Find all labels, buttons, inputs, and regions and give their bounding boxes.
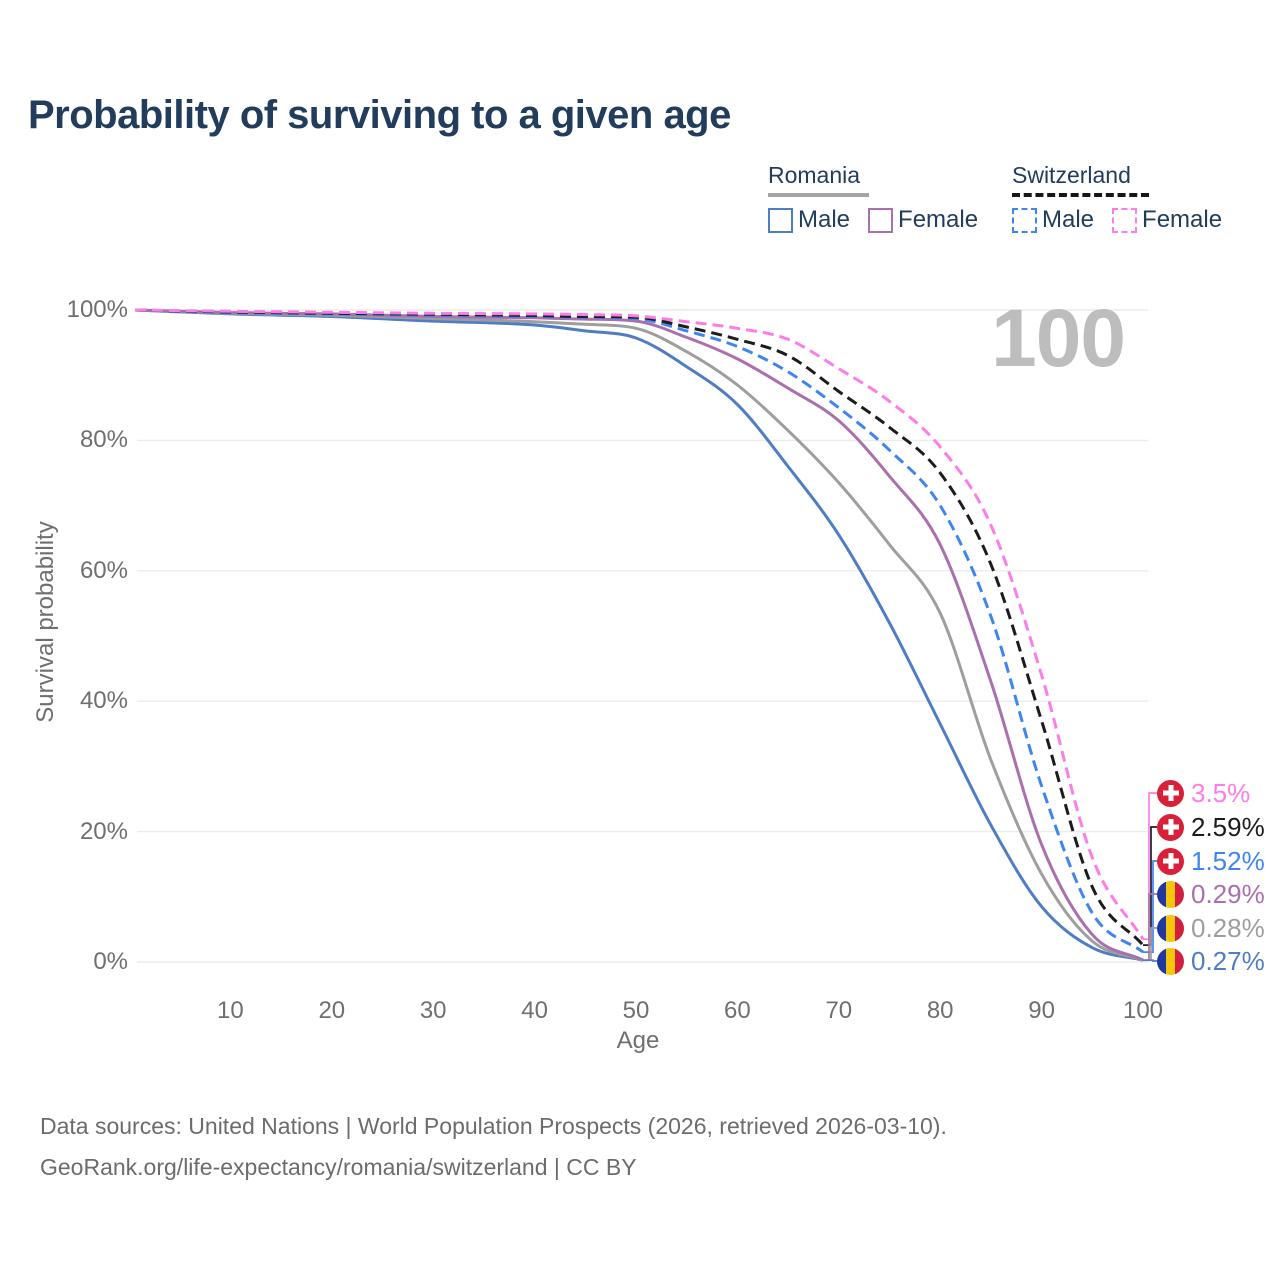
x-tick-label: 100	[1122, 997, 1164, 1024]
romania-flag-icon	[1157, 914, 1184, 942]
romania-female-swatch-icon	[868, 207, 894, 233]
attribution-line: GeoRank.org/life-expectancy/romania/swit…	[40, 1154, 637, 1180]
series-curve-romania-male	[134, 308, 1144, 962]
legend-label-switzerland-male: Male	[1042, 206, 1095, 233]
switzerland-total-line-key	[1012, 193, 1149, 197]
switzerland-male-swatch-icon	[1012, 207, 1037, 233]
x-tick-label: 10	[217, 997, 244, 1024]
legend-group-romania: Romania Male Female	[768, 162, 996, 234]
page-title: Probability of surviving to a given age	[28, 93, 731, 137]
legend-item-romania-female[interactable]: Female	[868, 206, 978, 234]
switzerland-flag-icon	[1157, 847, 1184, 875]
end-label-value: 1.52%	[1191, 845, 1265, 876]
end-label-row: 0.29%	[1157, 878, 1265, 910]
legend-row-switzerland: Male Female	[1012, 206, 1240, 234]
legend-row-romania: Male Female	[768, 206, 996, 234]
end-label-value: 3.5%	[1191, 777, 1251, 808]
legend-label-romania-male: Male	[798, 206, 851, 233]
x-tick-label: 50	[622, 997, 650, 1024]
leader-line	[1143, 792, 1157, 941]
y-tick-label: 100%	[66, 296, 128, 323]
legend-item-switzerland-female[interactable]: Female	[1112, 206, 1222, 234]
leader-line	[1143, 927, 1157, 962]
legend-title-switzerland: Switzerland	[1012, 162, 1131, 188]
end-label-row: 1.52%	[1157, 845, 1265, 877]
y-tick-label: 0%	[93, 948, 128, 975]
x-tick-label: 20	[318, 997, 346, 1024]
legend-title-romania: Romania	[768, 162, 861, 188]
end-label-row: 0.28%	[1157, 912, 1265, 944]
leader-line	[1143, 860, 1157, 953]
switzerland-flag-icon	[1157, 813, 1184, 841]
leader-line	[1143, 893, 1157, 961]
y-tick-label: 60%	[79, 556, 128, 584]
end-label-value: 0.29%	[1191, 878, 1265, 909]
romania-total-line-key	[768, 193, 869, 197]
end-label-row: 0.27%	[1157, 945, 1265, 977]
x-tick-label: 40	[521, 997, 548, 1024]
footer: Data sources: United Nations | World Pop…	[40, 1106, 947, 1188]
x-tick-label: 70	[825, 997, 853, 1024]
legend-item-switzerland-male[interactable]: Male	[1012, 206, 1094, 234]
romania-male-swatch-icon	[768, 207, 793, 233]
hovered-age-indicator: 100	[991, 293, 1126, 384]
legend-item-romania-male[interactable]: Male	[768, 206, 850, 234]
legend-label-switzerland-female: Female	[1142, 206, 1223, 233]
romania-flag-icon	[1157, 880, 1184, 908]
y-tick-label: 20%	[79, 817, 128, 845]
end-label-value: 0.27%	[1191, 945, 1265, 976]
leader-line	[1143, 826, 1157, 946]
y-tick-label: 80%	[79, 426, 128, 454]
x-tick-label: 80	[926, 997, 954, 1024]
y-tick-label: 40%	[79, 687, 128, 715]
legend-group-switzerland: Switzerland Male Female	[1012, 162, 1240, 234]
romania-flag-icon	[1157, 947, 1184, 975]
data-sources-line: Data sources: United Nations | World Pop…	[40, 1113, 947, 1139]
switzerland-female-swatch-icon	[1112, 207, 1138, 233]
x-tick-label: 60	[724, 997, 751, 1024]
series-curve-switzerland-female	[134, 308, 1145, 940]
end-label-row: 3.5%	[1157, 777, 1250, 809]
series-curve-switzerland-both-sexes	[134, 308, 1145, 947]
series-curve-romania-female	[134, 308, 1144, 962]
end-label-value: 0.28%	[1191, 912, 1265, 943]
legend-label-romania-female: Female	[898, 206, 979, 233]
series-curve-switzerland-male	[134, 308, 1144, 954]
end-label-value: 2.59%	[1191, 811, 1265, 842]
x-tick-label: 30	[419, 997, 447, 1024]
series-curve-romania-both-sexes	[134, 308, 1144, 962]
x-tick-label: 90	[1028, 997, 1055, 1024]
end-label-row: 2.59%	[1157, 811, 1265, 843]
switzerland-flag-icon	[1157, 779, 1184, 807]
x-axis-title: Age	[616, 1027, 660, 1054]
leader-line	[1143, 959, 1157, 962]
